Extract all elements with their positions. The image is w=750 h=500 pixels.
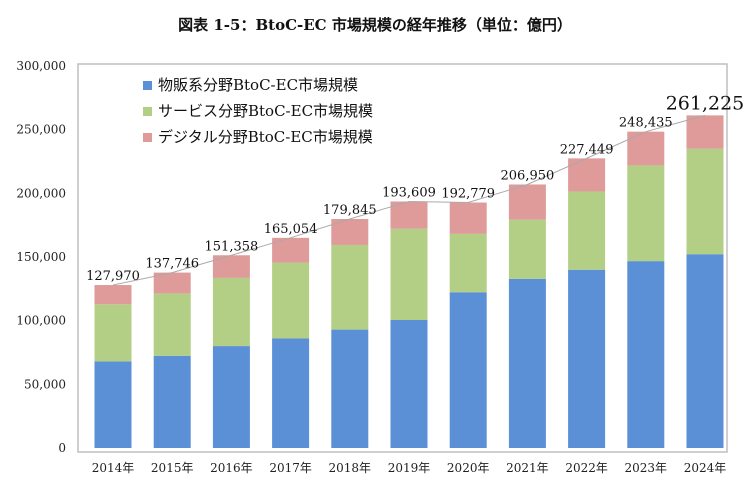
y-tick-label: 50,000 [24,377,66,391]
bar-segment [390,201,428,229]
bar-segment [390,228,428,321]
plot-frame [77,63,728,453]
bar-segment [331,244,369,330]
bar-segment [449,292,487,448]
bar-segment [153,355,191,448]
total-data-label: 261,225 [666,92,745,114]
bar-segment [568,158,606,192]
bar-segment [508,184,546,220]
legend-swatch [143,133,152,142]
x-tick-label: 2016年 [210,461,253,475]
x-tick-label: 2023年 [625,461,668,475]
total-data-label: 192,779 [441,187,495,202]
x-tick-label: 2019年 [388,461,431,475]
total-data-label: 193,609 [382,185,436,200]
bar-segment [449,233,487,293]
x-tick-label: 2014年 [92,461,135,475]
total-connector-line [112,114,706,286]
legend-swatch [143,107,152,116]
y-tick-label: 0 [58,441,66,455]
total-data-label: 248,435 [619,116,673,131]
bar-segment [686,254,724,448]
bar-segment [686,148,724,255]
bar-segment [627,165,665,262]
bar-segment [272,338,310,448]
legend-label: デジタル分野BtoC-EC市場規模 [158,128,373,146]
bar-segment [272,262,310,339]
x-tick-label: 2018年 [329,461,372,475]
total-data-label: 227,449 [560,142,614,157]
bar-segment [331,329,369,448]
total-data-label: 165,054 [264,222,318,237]
bar-segment [94,285,132,305]
x-tick-label: 2017年 [269,461,312,475]
y-tick-label: 100,000 [16,314,66,328]
y-tick-label: 250,000 [16,123,66,137]
bar-segment [390,320,428,448]
y-tick-label: 150,000 [16,250,66,264]
x-tick-label: 2024年 [684,461,727,475]
y-tick-label: 200,000 [16,186,66,200]
y-tick-label: 300,000 [16,59,66,73]
bar-segment [153,272,191,294]
bar-segment [94,361,132,448]
legend-label: サービス分野BtoC-EC市場規模 [158,102,373,120]
bar-segment [94,304,132,362]
bar-segment [212,277,250,347]
chart-title: 図表 1-5：BtoC-EC 市場規模の経年推移（単位：億円） [178,16,572,34]
bar-segment [568,269,606,448]
bar-segment [449,202,487,234]
total-data-label: 127,970 [86,269,140,284]
total-data-label: 206,950 [501,168,555,183]
bar-segment [627,261,665,448]
x-tick-label: 2020年 [447,461,490,475]
bar-segment [568,191,606,270]
x-tick-label: 2022年 [565,461,608,475]
x-tick-label: 2015年 [151,461,194,475]
bar-segment [627,131,665,166]
legend-label: 物販系分野BtoC-EC市場規模 [158,76,358,94]
bar-segment [686,115,724,149]
bar-segment [508,278,546,448]
bar-segment [212,255,250,278]
legend-swatch [143,81,152,90]
total-data-label: 179,845 [323,203,377,218]
total-data-label: 137,746 [145,257,199,272]
bar-segment [508,219,546,279]
total-data-label: 151,358 [205,239,259,254]
bar-segment [153,293,191,356]
bar-segment [212,346,250,448]
x-tick-label: 2021年 [506,461,549,475]
